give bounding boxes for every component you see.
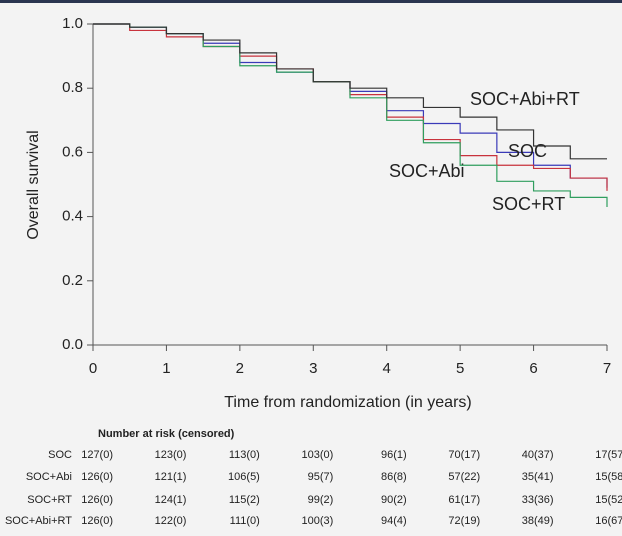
series-label: SOC (508, 141, 547, 161)
risk-cell: 127(0) (81, 449, 113, 461)
risk-cell: 15(52) (595, 494, 622, 506)
x-axis-label: Time from randomization (in years) (224, 394, 471, 411)
x-tick-label: 7 (603, 360, 611, 377)
x-tick-label: 3 (309, 360, 317, 377)
risk-row-label: SOC+Abi+RT (5, 515, 72, 527)
series-label: SOC+Abi+RT (470, 89, 580, 109)
x-tick-label: 5 (456, 360, 464, 377)
risk-row-label: SOC+Abi (26, 471, 72, 483)
risk-cell: 96(1) (381, 449, 407, 461)
x-tick-label: 4 (383, 360, 391, 377)
risk-cell: 126(0) (81, 471, 113, 483)
risk-cell: 16(67) (595, 515, 622, 527)
risk-row-label: SOC (48, 449, 72, 461)
risk-cell: 106(5) (228, 471, 260, 483)
x-tick-label: 6 (529, 360, 537, 377)
y-tick-label: 0.6 (62, 143, 83, 160)
risk-cell: 126(0) (81, 515, 113, 527)
risk-cell: 113(0) (229, 449, 260, 461)
risk-cell: 33(36) (522, 494, 554, 506)
risk-cell: 100(3) (301, 515, 333, 527)
risk-cell: 35(41) (522, 471, 554, 483)
series-label: SOC+Abi (389, 161, 465, 181)
risk-cell: 121(1) (155, 471, 187, 483)
risk-cell: 57(22) (448, 471, 480, 483)
risk-row-label: SOC+RT (27, 494, 72, 506)
risk-cell: 70(17) (448, 449, 480, 461)
x-tick-label: 2 (236, 360, 244, 377)
risk-cell: 72(19) (448, 515, 480, 527)
risk-cell: 94(4) (381, 515, 407, 527)
risk-cell: 124(1) (155, 494, 187, 506)
risk-cell: 17(57) (595, 449, 622, 461)
risk-cell: 86(8) (381, 471, 407, 483)
top-strip (0, 0, 622, 3)
series-label: SOC+RT (492, 194, 565, 214)
risk-cell: 123(0) (155, 449, 187, 461)
risk-table-title: Number at risk (censored) (98, 428, 235, 440)
risk-cell: 61(17) (448, 494, 480, 506)
risk-cell: 103(0) (301, 449, 333, 461)
x-tick-label: 1 (162, 360, 170, 377)
risk-cell: 95(7) (308, 471, 334, 483)
risk-cell: 115(2) (229, 494, 260, 506)
y-tick-label: 0.8 (62, 79, 83, 96)
y-tick-label: 0.4 (62, 208, 83, 225)
survival-curve (93, 23, 607, 160)
risk-cell: 111(0) (230, 515, 260, 527)
risk-cell: 15(58) (595, 471, 622, 483)
risk-cell: 122(0) (155, 515, 187, 527)
risk-cell: 38(49) (522, 515, 554, 527)
y-tick-label: 0.0 (62, 336, 83, 353)
risk-cell: 126(0) (81, 494, 113, 506)
risk-cell: 90(2) (381, 494, 407, 506)
y-tick-label: 1.0 (62, 15, 83, 32)
y-axis-label: Overall survival (25, 130, 42, 239)
risk-cell: 40(37) (522, 449, 554, 461)
risk-cell: 99(2) (308, 494, 334, 506)
x-tick-label: 0 (89, 360, 97, 377)
y-tick-label: 0.2 (62, 272, 83, 289)
